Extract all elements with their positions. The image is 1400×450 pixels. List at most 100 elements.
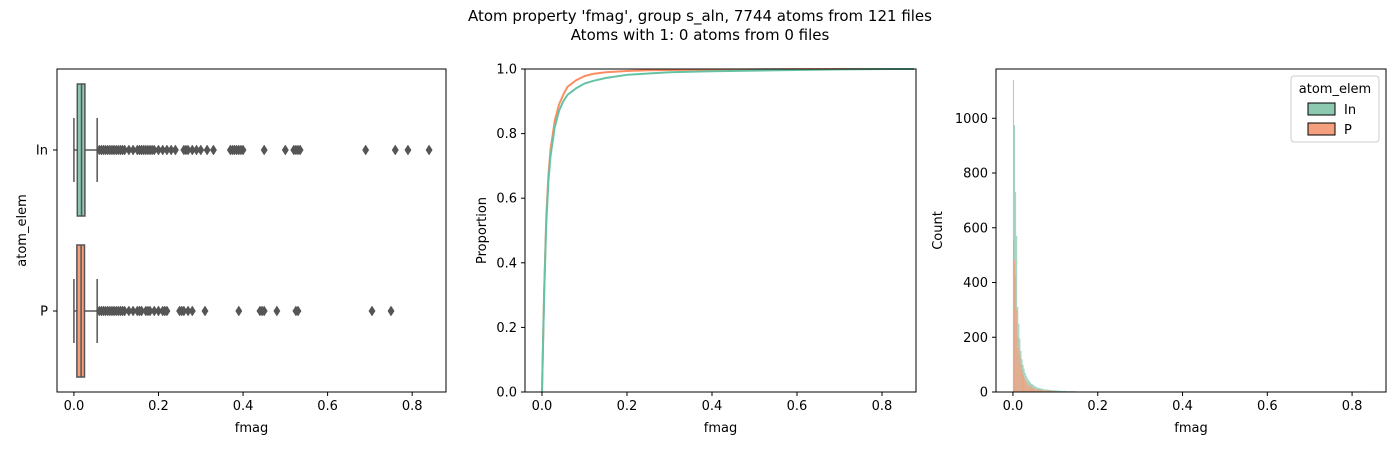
- y-tick-label: 600: [963, 221, 988, 236]
- flier: [391, 144, 399, 156]
- hist-bar: [1047, 390, 1049, 392]
- axes-frame: [995, 68, 1387, 393]
- y-tick-label: 1.0: [496, 63, 517, 78]
- flier: [188, 305, 196, 317]
- hist-bar: [1042, 390, 1044, 392]
- y-axis-label: Proportion: [475, 197, 490, 264]
- hist-bar: [1046, 390, 1048, 392]
- hist-bar: [1021, 370, 1023, 392]
- x-tick-label: 0.4: [702, 399, 723, 414]
- hist-bar: [1046, 389, 1048, 392]
- y-axis-label: atom_elem: [15, 194, 30, 266]
- flier: [209, 144, 217, 156]
- x-tick-label: 0.2: [1087, 399, 1108, 414]
- y-tick-label: 0.8: [496, 127, 517, 142]
- hist-bar: [1014, 260, 1016, 392]
- hist-bar: [1015, 277, 1017, 392]
- flier: [203, 144, 211, 156]
- hist-bar: [1050, 390, 1052, 392]
- x-tick-label: 0.8: [872, 399, 893, 414]
- x-tick-label: 0.2: [148, 399, 169, 414]
- flier: [273, 305, 281, 317]
- y-tick-label: 0.4: [496, 256, 517, 271]
- x-tick-label: 0.6: [317, 399, 338, 414]
- hist-bar: [1019, 356, 1021, 392]
- hist-bar: [1052, 390, 1054, 392]
- legend-label-p: P: [1344, 123, 1352, 138]
- x-tick-label: 0.8: [1342, 399, 1363, 414]
- y-tick-label: 800: [963, 167, 988, 182]
- flier: [163, 305, 171, 317]
- hist-bar: [1055, 390, 1057, 392]
- legend-label-in: In: [1344, 103, 1356, 118]
- x-axis-label: fmag: [235, 421, 268, 436]
- hist-bar: [1017, 337, 1019, 392]
- ecdf-line-in: [541, 68, 914, 393]
- x-axis-label: fmag: [1174, 421, 1207, 436]
- ecdf-line-p: [541, 68, 914, 393]
- legend-swatch-in: [1307, 102, 1336, 116]
- hist-bar: [1043, 390, 1045, 392]
- hist-bar: [1032, 387, 1034, 392]
- hist-bar: [1030, 387, 1033, 392]
- box-in: [73, 83, 433, 217]
- hist-bar: [1041, 388, 1043, 392]
- y-tick-label: 400: [963, 276, 988, 291]
- hist-bar: [1014, 125, 1016, 392]
- boxplot-panel: In P 0.0 0.2 0.4 0.6 0.8 fmag atom_elem: [15, 68, 447, 436]
- flier: [362, 144, 370, 156]
- x-tick-label: 0.4: [1172, 399, 1193, 414]
- axes-frame: [56, 68, 447, 393]
- hist-bar: [1048, 390, 1051, 392]
- legend-title: atom_elem: [1299, 82, 1371, 97]
- flier: [201, 305, 209, 317]
- flier: [404, 144, 412, 156]
- flier: [260, 305, 268, 317]
- flier: [294, 305, 302, 317]
- hist-bar: [1029, 386, 1031, 392]
- flier: [197, 144, 205, 156]
- hist-bar: [1038, 389, 1040, 392]
- flier: [425, 144, 433, 156]
- y-tick-label: 0.6: [496, 192, 517, 207]
- legend-swatch-p: [1307, 122, 1336, 136]
- hist-series-in: [1012, 79, 1077, 392]
- flier: [368, 305, 376, 317]
- flier: [235, 305, 243, 317]
- x-tick-label: 0.2: [617, 399, 638, 414]
- x-tick-label: 0.6: [1257, 399, 1278, 414]
- hist-bar: [1016, 309, 1018, 392]
- x-tick-label: 0.6: [787, 399, 808, 414]
- hist-bar: [1040, 390, 1042, 392]
- hist-bar: [1034, 388, 1036, 392]
- y-tick-label: 0: [980, 386, 988, 401]
- hist-bar: [1018, 348, 1020, 392]
- hist-bar: [1057, 390, 1059, 392]
- hist-bar: [1064, 390, 1066, 392]
- flier: [281, 144, 289, 156]
- hist-bar: [1044, 390, 1046, 392]
- x-tick-label: 0.8: [402, 399, 423, 414]
- hist-series-p: [1012, 238, 1056, 392]
- x-tick-label: 0.0: [532, 399, 553, 414]
- hist-bar: [1035, 388, 1037, 392]
- hist-bar: [1028, 385, 1030, 392]
- x-tick-label: 0.4: [233, 399, 254, 414]
- x-axis-label: fmag: [704, 421, 737, 436]
- figure-subtitle: Atoms with 1: 0 atoms from 0 files: [570, 26, 830, 44]
- hist-bar: [1023, 376, 1025, 392]
- histogram-panel: 0.0 0.2 0.4 0.6 0.8 fmag 0 200 400 600 800 1000 Coun…: [931, 68, 1387, 436]
- figure-title: Atom property 'fmag', group s_aln, 7744 …: [468, 7, 932, 25]
- hist-bar: [1025, 381, 1027, 392]
- x-tick-label: 0.0: [64, 399, 85, 414]
- y-tick-label: 0.0: [496, 386, 517, 401]
- hist-bar: [1041, 390, 1043, 392]
- flier: [239, 144, 247, 156]
- hist-bar: [1062, 390, 1064, 392]
- hist-bar: [1020, 364, 1022, 392]
- flier: [260, 144, 268, 156]
- hist-bar: [1056, 390, 1058, 392]
- y-tick-label-p: P: [40, 305, 48, 320]
- ecdf-panel: 0.0 0.2 0.4 0.6 0.8 fmag 0.0 0.2 0.4 0.6 0.8 1.0 Pro…: [475, 63, 917, 436]
